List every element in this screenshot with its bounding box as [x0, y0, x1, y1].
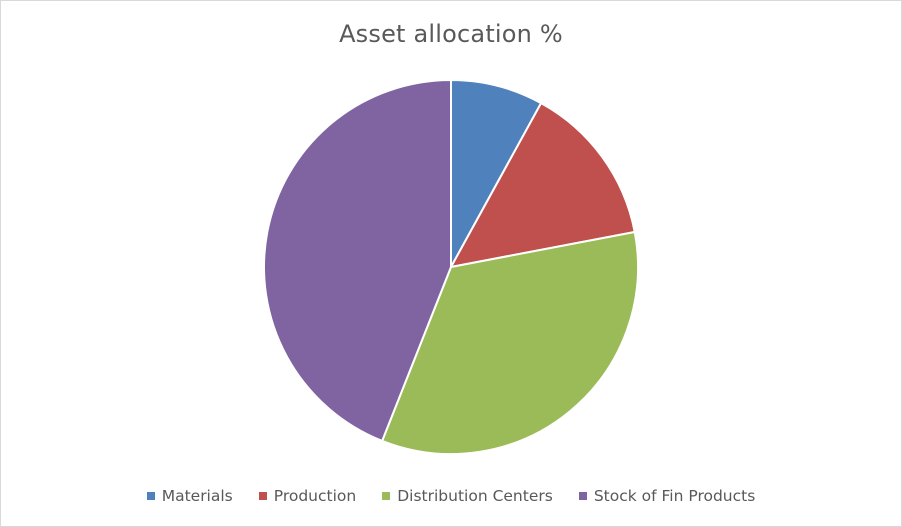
pie-slice-materials: [450, 79, 543, 268]
legend-swatch: [578, 492, 587, 500]
legend-item-materials: Materials: [146, 487, 233, 505]
legend-swatch: [382, 492, 391, 500]
legend-swatch: [258, 492, 267, 500]
pie-slice-distribution-centers: [381, 230, 639, 455]
legend-label: Stock of Fin Products: [593, 487, 756, 505]
legend-item-distribution-centers: Distribution Centers: [382, 487, 553, 505]
pie-slice-stock-of-fin-products: [263, 79, 452, 442]
legend-swatch: [146, 492, 155, 500]
legend-label: Production: [273, 487, 357, 505]
pie-slice-production: [450, 102, 636, 268]
legend-item-production: Production: [258, 487, 357, 505]
legend-label: Materials: [161, 487, 233, 505]
chart-title: Asset allocation %: [339, 20, 563, 48]
legend-item-stock-of-fin-products: Stock of Fin Products: [578, 487, 756, 505]
legend-label: Distribution Centers: [397, 487, 553, 505]
pie-chart: [263, 79, 639, 455]
chart-legend: Materials Production Distribution Centers S…: [1, 486, 901, 506]
